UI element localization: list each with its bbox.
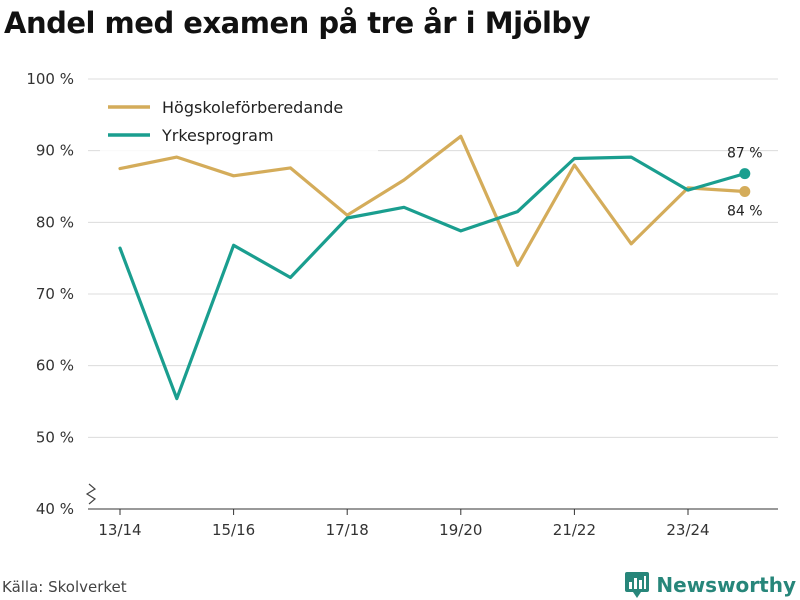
axis-break-icon (85, 483, 97, 505)
x-tick-label: 21/22 (553, 521, 596, 539)
x-tick-label: 23/24 (666, 521, 709, 539)
y-tick-label: 40 % (36, 500, 74, 518)
brand-logo: Newsworthy (624, 570, 796, 600)
y-tick-label: 80 % (36, 213, 74, 231)
series-line-1 (118, 134, 747, 267)
y-tick-label: 100 % (26, 70, 74, 88)
x-axis: 13/14 15/16 17/18 19/20 21/22 23/24 (88, 508, 778, 539)
x-tick-label: 13/14 (98, 521, 141, 539)
newsworthy-logo-icon (625, 572, 650, 598)
y-tick-label: 50 % (36, 428, 74, 446)
x-tick-label: 19/20 (439, 521, 482, 539)
y-axis-tick-labels: 40 % 50 % 60 % 70 % 80 % 90 % 100 % (26, 70, 74, 518)
chart-title: Andel med examen på tre år i Mjölby (4, 6, 591, 40)
series-end-point-2 (739, 168, 751, 180)
legend-label-2: Yrkesprogram (161, 126, 274, 145)
y-tick-label: 70 % (36, 285, 74, 303)
series-end-label-2: 87 % (727, 146, 763, 162)
legend-label-1: Högskoleförberedande (162, 98, 343, 117)
series-end-point-1 (739, 186, 751, 198)
x-tick-label: 17/18 (326, 521, 369, 539)
x-tick-label: 15/16 (212, 521, 255, 539)
grid-lines (88, 78, 778, 438)
legend-background (100, 92, 378, 154)
source-note: Källa: Skolverket (2, 578, 127, 596)
series-line-2 (118, 155, 747, 401)
y-tick-label: 60 % (36, 357, 74, 375)
brand-name: Newsworthy (656, 573, 796, 597)
series-lines: 84 % 87 % (118, 134, 763, 401)
series-end-label-1: 84 % (727, 204, 763, 220)
legend: Högskoleförberedande Yrkesprogram (100, 92, 378, 154)
y-tick-label: 90 % (36, 142, 74, 160)
